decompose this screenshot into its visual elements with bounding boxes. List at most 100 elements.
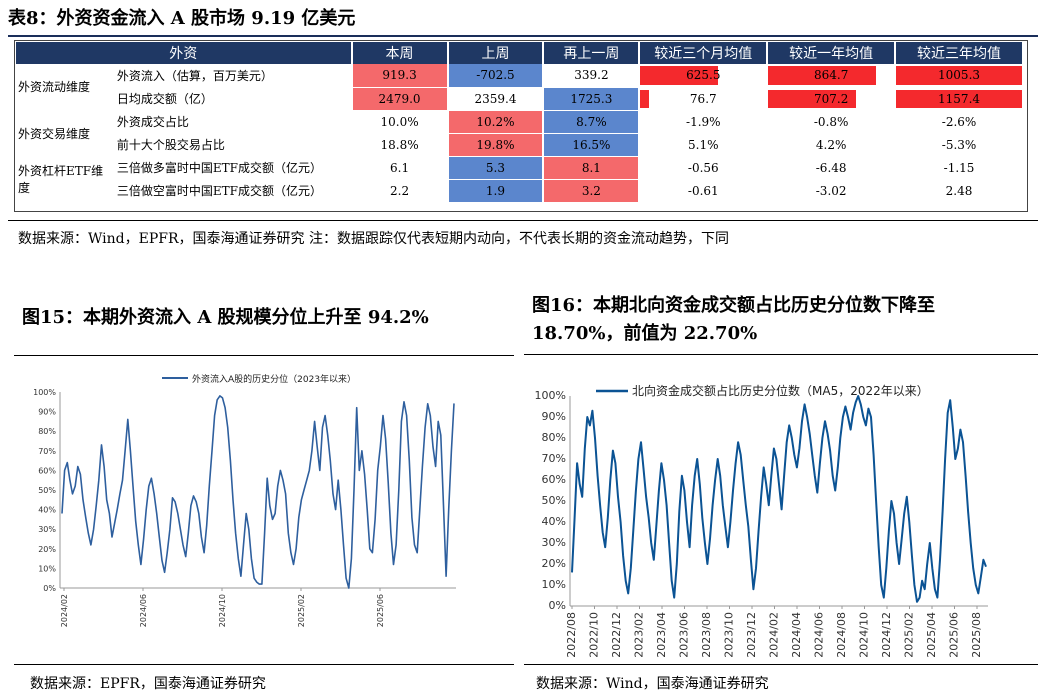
cell-value: 76.7 (689, 91, 717, 106)
cell-value: -6.48 (815, 160, 847, 175)
table-cell: -702.5 (447, 64, 545, 88)
x-tick-label: 2022/08 (565, 612, 578, 658)
table-cell: 919.3 (351, 64, 449, 88)
table-header-row: 外资 本周 上周 再上一周 较近三个月均值 较近一年均值 较近三年均值 (16, 42, 1024, 64)
x-tick-label: 2023/02 (633, 612, 646, 658)
y-tick-label: 60% (542, 473, 566, 486)
row-indicator-label: 三倍做多富时中国ETF成交额（亿元） (113, 156, 353, 180)
x-tick-label: 2024/08 (835, 612, 848, 658)
series-line (61, 395, 455, 589)
cell-value: 339.2 (574, 68, 609, 83)
table-cell: 8.7% (543, 110, 641, 134)
x-tick-label: 2025/06 (948, 612, 961, 658)
figure16-top-rule (524, 354, 1038, 355)
cell-value: 1005.3 (938, 68, 981, 83)
cell-value: 5.3 (485, 160, 506, 175)
figure15-title: 图15：本期外资流入 A 股规模分位上升至 94.2% (22, 307, 429, 328)
title-rule (8, 35, 1038, 37)
header-cell: 再上一周 (543, 42, 641, 64)
table-cell: -3.02 (767, 179, 897, 203)
data-bar (768, 66, 877, 85)
y-tick-label: 0% (43, 584, 56, 593)
table-cell: 2.48 (895, 179, 1024, 203)
table-row: 外资交易维度 外资成交占比 10.0% 10.2% 8.7% -1.9% -0.8% -2.6… (16, 110, 1024, 157)
cell-value: 2.48 (945, 183, 973, 198)
table-row: 前十大个股交易占比 18.8% 19.8% 16.5% 5.1% 4.2% -5.3% (16, 133, 1024, 157)
header-cell: 较近一年均值 (767, 42, 897, 64)
y-tick-label: 40% (542, 515, 566, 528)
table-row: 外资流动维度 外资流入（估算，百万美元） 919.3 -702.5 339.2 625.5… (16, 64, 1024, 111)
cell-value: -3.02 (815, 183, 847, 198)
figure15-top-rule (14, 355, 514, 356)
header-cell: 外资 (16, 42, 353, 64)
table-row: 三倍做空富时中国ETF成交额（亿元） 2.2 1.9 3.2 -0.61 -3.02 2.4… (16, 179, 1024, 203)
x-tick-label: 2022/12 (610, 612, 623, 658)
table-cell: 864.7 (767, 64, 897, 88)
row-indicator-label: 外资成交占比 (113, 110, 353, 134)
cell-value: 8.1 (581, 160, 601, 175)
y-tick-label: 90% (542, 410, 566, 423)
cell-value: 5.1% (688, 137, 719, 152)
row-indicator-label: 外资流入（估算，百万美元） (113, 64, 353, 88)
cell-value: 10.2% (476, 114, 515, 129)
y-tick-label: 20% (38, 545, 56, 554)
y-tick-label: 10% (38, 564, 56, 573)
table-cell: 1.9 (447, 179, 545, 203)
header-cell: 较近三年均值 (895, 42, 1024, 64)
figure16-source: 数据来源：Wind，国泰海通证券研究 (536, 676, 769, 692)
cell-value: 2359.4 (474, 91, 517, 106)
cell-value: 19.8% (476, 137, 515, 152)
header-cell: 较近三个月均值 (639, 42, 769, 64)
cell-value: 707.2 (813, 91, 849, 106)
table-cell: 8.1 (543, 156, 641, 180)
table-cell: 4.2% (767, 133, 897, 157)
figure15-bottom-rule (14, 664, 514, 665)
x-tick-label: 2023/12 (745, 612, 758, 658)
x-tick-label: 2024/10 (218, 594, 227, 627)
row-indicator-label: 前十大个股交易占比 (113, 133, 353, 157)
figure16-chart: 0% 10% 20% 30% 40% 50% 60% 70% 80% 90% 100% 2022/08… (535, 383, 988, 658)
x-tick-label: 2025/06 (376, 594, 385, 627)
data-bar (640, 66, 719, 85)
y-tick-label: 50% (542, 494, 566, 507)
y-tick-label: 0% (549, 599, 566, 612)
table-cell: 6.1 (351, 156, 449, 180)
x-tick-label: 2024/04 (790, 612, 803, 658)
row-indicator-label: 日均成交额（亿） (113, 87, 353, 111)
table-cell: 10.0% (351, 110, 449, 134)
figure15-source: 数据来源：EPFR，国泰海通证券研究 (30, 676, 266, 692)
foreign-flow-table: 外资 本周 上周 再上一周 较近三个月均值 较近一年均值 较近三年均值 外资流动… (16, 42, 1024, 203)
cell-value: 8.7% (576, 114, 607, 129)
row-group-label: 外资交易维度 (16, 110, 115, 157)
y-tick-label: 50% (38, 486, 56, 495)
cell-value: 4.2% (815, 137, 847, 152)
x-tick-label: 2023/08 (700, 612, 713, 658)
x-tick-label: 2024/02 (60, 594, 69, 627)
table-cell: -0.8% (767, 110, 897, 134)
cell-value: 6.1 (390, 160, 410, 175)
cell-value: -702.5 (476, 68, 515, 83)
cell-value: 1.9 (485, 183, 506, 198)
cell-value: 625.5 (686, 68, 721, 83)
x-tick-label: 2022/10 (588, 612, 601, 658)
row-group-label: 外资杠杆ETF维度 (16, 156, 115, 203)
y-tick-label: 80% (38, 427, 56, 436)
y-tick-label: 100% (33, 388, 56, 397)
table-cell: 16.5% (543, 133, 641, 157)
cell-value: -5.3% (941, 137, 977, 152)
cell-value: -1.15 (943, 160, 975, 175)
table-cell: 1005.3 (895, 64, 1024, 88)
header-cell: 本周 (351, 42, 449, 64)
table-cell: 5.3 (447, 156, 545, 180)
x-tick-label: 2023/04 (655, 612, 668, 658)
cell-value: 1725.3 (570, 91, 613, 106)
table-cell: 3.2 (543, 179, 641, 203)
table-cell: -1.9% (639, 110, 769, 134)
x-tick-label: 2023/10 (723, 612, 736, 658)
header-cell: 上周 (447, 42, 545, 64)
table-cell: 5.1% (639, 133, 769, 157)
cell-value: 16.5% (572, 137, 611, 152)
y-tick-label: 60% (38, 466, 56, 475)
table-cell: 707.2 (767, 87, 897, 111)
y-tick-label: 70% (38, 447, 56, 456)
